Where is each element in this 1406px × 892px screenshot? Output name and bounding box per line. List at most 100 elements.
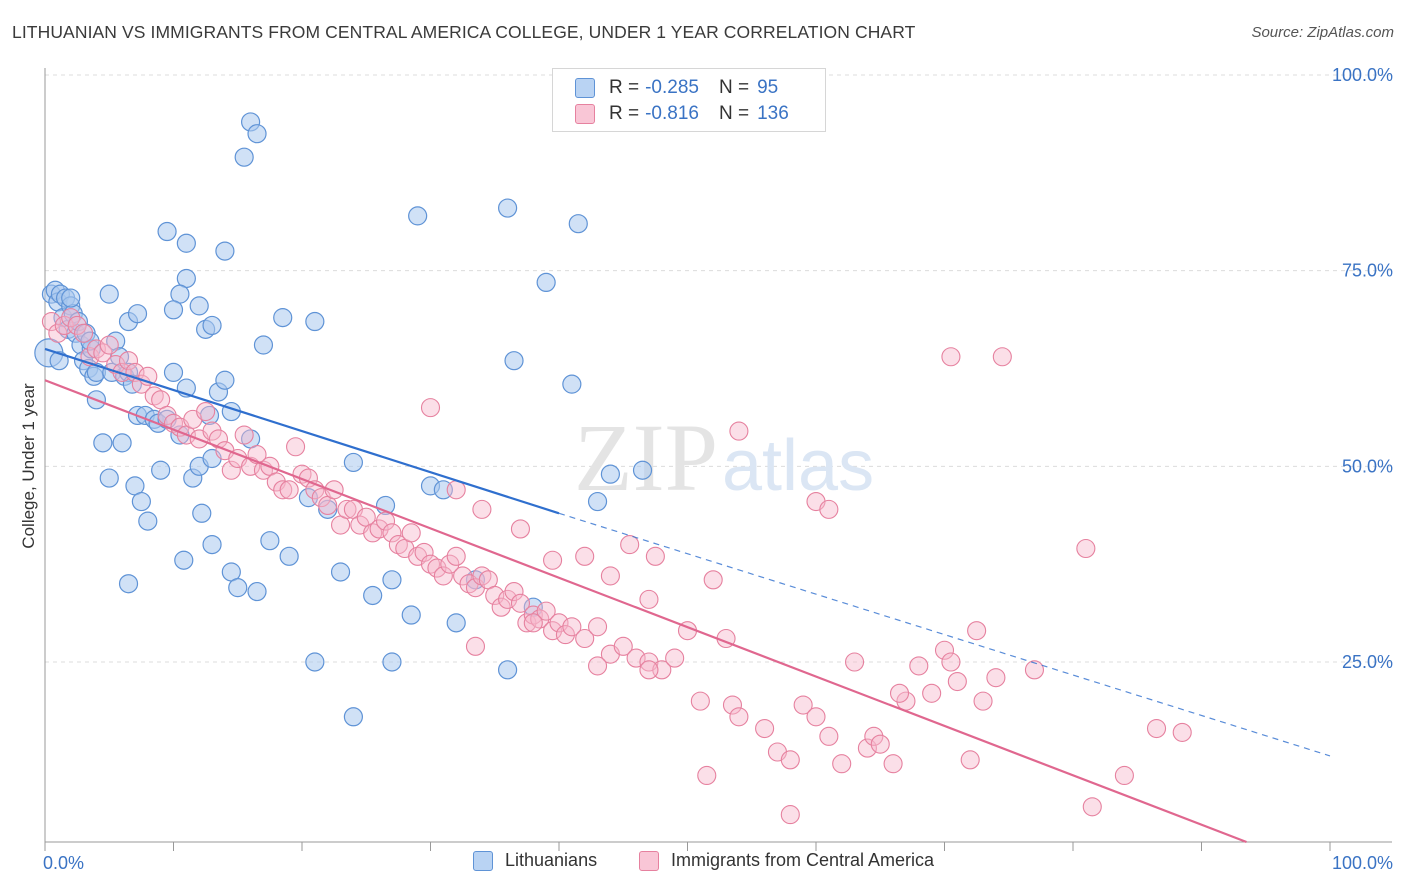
data-point-immigrants [780, 805, 800, 825]
data-point-immigrants [575, 546, 595, 566]
data-point-lithuanians [174, 550, 194, 570]
data-point-immigrants [562, 617, 582, 637]
data-point-immigrants [941, 652, 961, 672]
data-point-immigrants [587, 617, 608, 637]
data-point-lithuanians [151, 460, 171, 480]
data-point-immigrants [1082, 797, 1102, 817]
data-point-immigrants [61, 308, 81, 328]
data-point-immigrants [947, 672, 967, 692]
data-point-immigrants [382, 523, 402, 543]
trend-lines [44, 347, 1331, 844]
data-point-immigrants [510, 593, 531, 613]
data-point-lithuanians [363, 585, 383, 606]
data-point-lithuanians [176, 233, 196, 253]
data-point-immigrants [202, 421, 222, 441]
data-point-lithuanians [253, 335, 274, 355]
data-point-immigrants [626, 648, 646, 668]
data-point-immigrants [48, 323, 68, 343]
data-point-lithuanians [536, 272, 556, 293]
data-point-immigrants [543, 550, 563, 570]
legend-item-lithuanians: Lithuanians [473, 850, 597, 871]
data-point-immigrants [639, 660, 659, 680]
data-point-immigrants [722, 695, 743, 715]
data-point-immigrants [118, 351, 139, 371]
legend-label-immigrants: Immigrants from Central America [671, 850, 935, 870]
data-point-lithuanians [343, 452, 363, 473]
legend-swatch-blue [575, 78, 595, 98]
data-point-immigrants [510, 519, 531, 539]
data-point-immigrants [934, 640, 955, 660]
chart-title: LITHUANIAN VS IMMIGRANTS FROM CENTRAL AM… [12, 22, 916, 42]
legend-item-immigrants: Immigrants from Central America [639, 850, 934, 871]
y-tick-label: 75.0% [1342, 261, 1393, 281]
data-point-immigrants [414, 542, 434, 562]
data-point-lithuanians [498, 660, 518, 680]
data-point-immigrants [523, 613, 543, 633]
legend-swatch-blue [473, 850, 493, 871]
legend-n-label: N = [718, 103, 750, 124]
data-point-immigrants [819, 499, 839, 519]
data-point-lithuanians [189, 296, 209, 316]
chart-source: Source: ZipAtlas.com [1251, 24, 1394, 41]
data-point-immigrants [909, 656, 929, 676]
data-point-immigrants [543, 621, 563, 641]
data-point-immigrants [369, 519, 389, 539]
data-point-immigrants [703, 570, 723, 590]
data-point-lithuanians [504, 351, 524, 371]
data-point-immigrants [196, 401, 216, 422]
data-point-lithuanians [568, 214, 588, 234]
data-point-lithuanians [587, 491, 608, 512]
data-point-lithuanians [305, 652, 325, 672]
data-point-immigrants [883, 754, 903, 774]
x-tick-label-start: 0.0% [43, 853, 84, 873]
data-point-immigrants [1076, 538, 1096, 559]
data-point-lithuanians [192, 503, 212, 523]
y-tick-label: 100.0% [1332, 65, 1393, 85]
data-point-lithuanians [228, 578, 248, 598]
data-point-lithuanians [99, 284, 119, 304]
data-point-lithuanians [215, 370, 235, 390]
series-legend: Lithuanians Immigrants from Central Amer… [0, 850, 1406, 878]
axes-layer: 25.0% 50.0% 75.0% 100.0% 0.0% 100.0% [43, 65, 1393, 873]
data-point-lithuanians [157, 221, 177, 242]
data-point-immigrants [337, 499, 357, 519]
data-point-immigrants [690, 691, 710, 711]
data-point-lithuanians [408, 206, 428, 226]
data-point-lithuanians [330, 562, 351, 582]
data-point-immigrants [420, 398, 441, 418]
data-point-immigrants [729, 421, 749, 441]
data-point-immigrants [67, 315, 87, 335]
data-point-lithuanians [99, 468, 119, 488]
data-point-immigrants [234, 425, 254, 445]
data-point-immigrants [806, 707, 826, 727]
data-point-immigrants [157, 405, 177, 426]
watermark-atlas: atlas [722, 426, 874, 506]
data-point-immigrants [922, 683, 942, 703]
data-point-lithuanians [260, 531, 280, 551]
data-point-lithuanians [382, 570, 402, 590]
data-point-immigrants [575, 628, 595, 649]
points-immigrants-central-america [41, 308, 1192, 825]
data-point-lithuanians [562, 374, 582, 394]
data-point-lithuanians [446, 613, 466, 633]
data-point-immigrants [832, 754, 852, 774]
legend-row-lithuanians: R = -0.285 N = 95 [575, 75, 778, 101]
data-point-immigrants [472, 499, 492, 519]
data-point-lithuanians [234, 147, 254, 167]
data-point-immigrants [99, 335, 119, 355]
data-point-lithuanians [61, 288, 81, 308]
data-point-lithuanians [112, 433, 132, 453]
data-point-immigrants [697, 765, 717, 786]
data-point-immigrants [1172, 722, 1192, 742]
data-point-lithuanians [127, 304, 148, 324]
trend-line-immigrants [44, 379, 1247, 844]
data-point-immigrants [587, 656, 608, 676]
data-point-immigrants [755, 718, 775, 739]
data-point-immigrants [324, 480, 344, 500]
data-point-lithuanians [247, 581, 267, 602]
data-point-immigrants [536, 601, 556, 621]
data-point-immigrants [600, 566, 620, 586]
data-point-immigrants [498, 589, 518, 609]
data-point-lithuanians [600, 464, 621, 484]
data-point-lithuanians [118, 574, 139, 594]
